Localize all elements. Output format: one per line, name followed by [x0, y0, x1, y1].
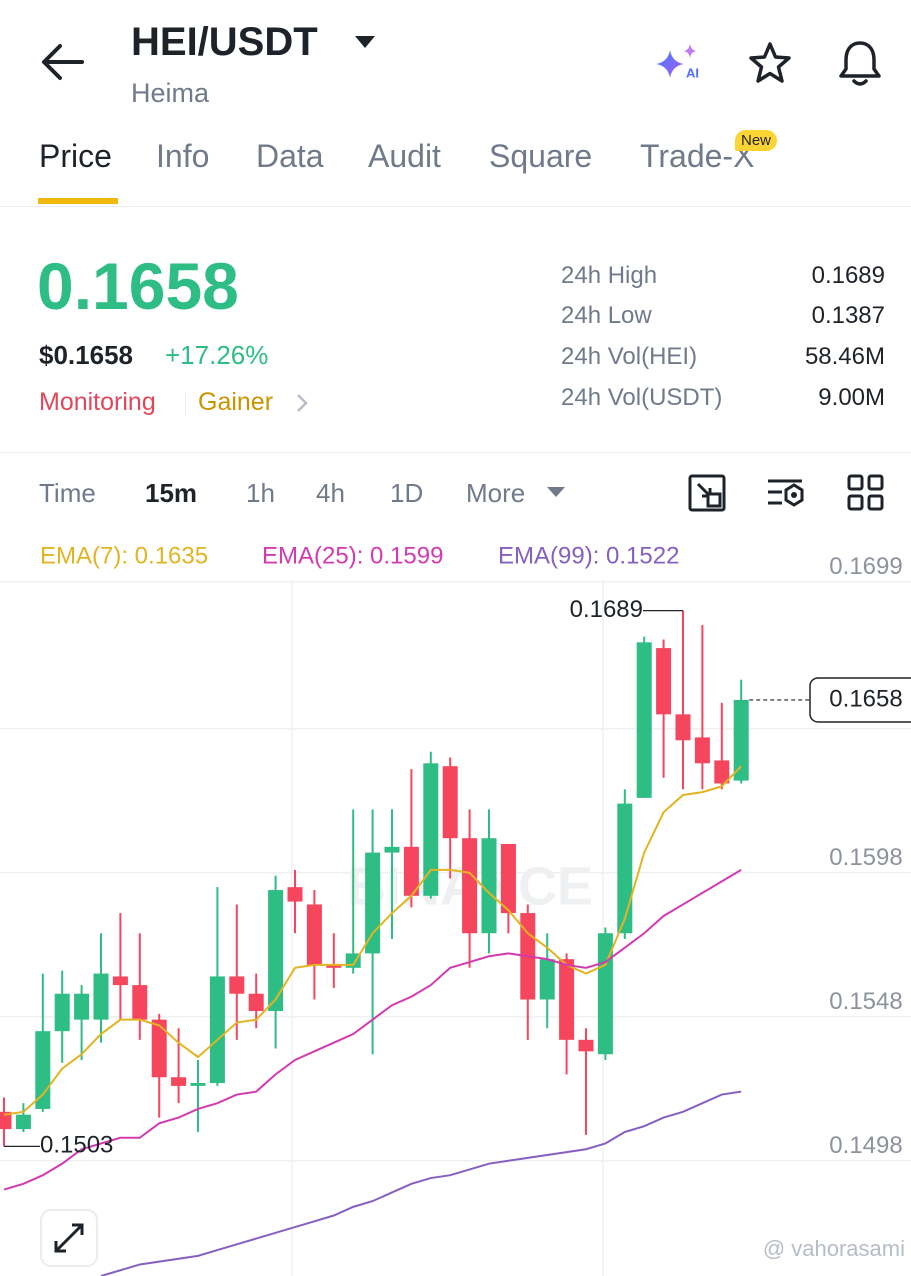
indicator-settings[interactable]: [766, 476, 806, 510]
stat-label: 24h High: [561, 262, 658, 289]
usd-price: $0.1658: [39, 340, 133, 370]
candle-body: [112, 976, 128, 986]
candle-body: [500, 843, 516, 914]
stat-value: 58.46M: [804, 343, 885, 370]
tab-indicator: [38, 198, 118, 204]
candle-body: [326, 964, 342, 968]
alert-button[interactable]: [836, 38, 884, 88]
stat-label: 24h Vol(USDT): [561, 384, 723, 411]
candle-body: [287, 887, 303, 902]
tag[interactable]: Gainer: [198, 388, 274, 416]
fullscreen-button[interactable]: [688, 474, 726, 512]
tag[interactable]: Monitoring: [39, 388, 156, 416]
legend-entry: EMA(7): 0.1635: [40, 542, 208, 569]
candle-body: [306, 904, 322, 965]
ai-button[interactable]: AI: [654, 42, 704, 84]
tab[interactable]: Square: [489, 138, 593, 174]
candle-body: [190, 1083, 206, 1086]
candle-body: [209, 976, 225, 1084]
interval[interactable]: 1D: [390, 478, 424, 508]
new-badge: New: [735, 130, 778, 151]
candle-body: [617, 803, 633, 934]
y-tick-label: 0.1598: [829, 844, 902, 871]
candle-body: [365, 852, 381, 954]
current-price-box: [809, 677, 911, 723]
candle-body: [35, 1031, 51, 1109]
candle-body: [675, 714, 691, 741]
legend-entry: EMA(99): 0.1522: [498, 542, 679, 569]
candle-body: [442, 766, 458, 839]
interval[interactable]: 1h: [246, 478, 275, 508]
tab[interactable]: Price: [39, 138, 112, 174]
stat-value: 0.1689: [811, 262, 885, 289]
candle-body: [462, 838, 478, 934]
candle-body: [171, 1077, 187, 1086]
candle-body: [74, 993, 90, 1020]
y-tick-label: 0.1548: [829, 988, 902, 1015]
interval[interactable]: More: [466, 478, 526, 508]
tag-separator: [185, 393, 186, 415]
svg-text:AI: AI: [686, 65, 699, 80]
candle-body: [268, 890, 284, 1012]
current-price-label: 0.1658: [829, 685, 902, 712]
stat-value: 9.00M: [818, 384, 885, 411]
low-label: 0.1503: [40, 1132, 113, 1159]
candle-body: [636, 642, 652, 798]
candle-body: [423, 763, 439, 896]
candle-body: [384, 846, 400, 853]
y-tick-label: 0.1498: [829, 1132, 902, 1159]
ema-line: [3, 869, 742, 1191]
more-dropdown[interactable]: [545, 485, 567, 499]
pair-name: Heima: [131, 78, 210, 108]
interval[interactable]: 15m: [145, 478, 198, 508]
candle-body: [93, 973, 109, 1020]
candle-body: [151, 1019, 167, 1078]
candle-body: [733, 699, 749, 781]
candle-body: [656, 648, 672, 715]
pair-dropdown[interactable]: [353, 34, 377, 50]
candle-body: [559, 959, 575, 1040]
ema-line: [3, 765, 742, 1116]
candle-body: [714, 760, 730, 784]
layout-button[interactable]: [847, 474, 885, 512]
tab[interactable]: Audit: [368, 138, 441, 174]
candle-body: [15, 1114, 31, 1130]
candle-body: [481, 838, 497, 934]
interval[interactable]: 4h: [316, 478, 345, 508]
candle-body: [54, 993, 70, 1032]
legend-entry: EMA(25): 0.1599: [262, 542, 443, 569]
tag-arrow[interactable]: [294, 392, 310, 414]
stat-value: 0.1387: [811, 302, 885, 329]
last-price: 0.1658: [37, 249, 239, 323]
divider: [0, 452, 911, 453]
candle-body: [0, 1111, 12, 1130]
tab[interactable]: Info: [156, 138, 210, 174]
divider: [0, 206, 911, 207]
pair-title[interactable]: HEI/USDT: [131, 20, 318, 64]
expand-button[interactable]: [40, 1209, 98, 1267]
candle-body: [694, 737, 710, 764]
favorite-button[interactable]: [747, 40, 793, 86]
candle-body: [539, 959, 555, 1000]
candle-body: [403, 846, 419, 896]
expand-icon: [54, 1223, 84, 1253]
candle-body: [578, 1039, 594, 1052]
ema-line: [100, 1090, 742, 1276]
watermark: @ vahorasami: [763, 1236, 905, 1261]
y-tick-label: 0.1699: [829, 553, 902, 580]
candle-body: [132, 985, 148, 1020]
candle-body: [229, 976, 245, 994]
interval[interactable]: Time: [39, 478, 96, 508]
tab[interactable]: Data: [256, 138, 324, 174]
stat-label: 24h Low: [561, 302, 652, 329]
back-button[interactable]: [38, 42, 88, 82]
high-label: 0.1689: [570, 596, 643, 623]
stat-label: 24h Vol(HEI): [561, 343, 698, 370]
price-change: +17.26%: [165, 340, 269, 370]
candle-body: [248, 993, 264, 1012]
